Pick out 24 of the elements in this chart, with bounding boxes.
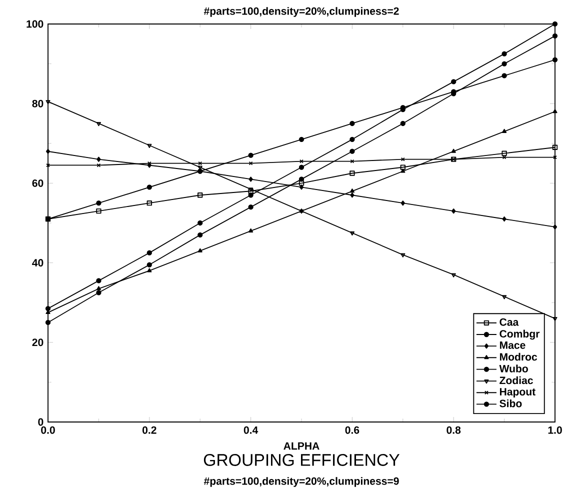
legend-label: Hapout — [500, 388, 536, 398]
legend-label: Caa — [500, 318, 519, 326]
y-tick-label: 60 — [32, 179, 44, 187]
legend-label: Combgr — [500, 330, 540, 340]
legend-label: Wubo — [499, 364, 528, 372]
x-axis-title: ALPHA — [284, 442, 320, 450]
legend-label: Mace — [500, 342, 526, 349]
y-tick-label: 20 — [32, 338, 44, 346]
y-tick-label: 40 — [32, 259, 44, 267]
y-tick-label: 80 — [32, 100, 44, 108]
x-tick-label: 0.6 — [345, 426, 360, 434]
legend-label: Modroc — [500, 352, 538, 361]
x-tick-label: 1.0 — [548, 426, 562, 434]
chart-title: #parts=100,density=20%,clumpiness=2 — [204, 7, 399, 17]
x-tick-label: 0.0 — [41, 426, 55, 434]
legend-label: Zodiac — [500, 376, 533, 384]
x-tick-label: 0.2 — [142, 426, 156, 434]
x-tick-label: 0.4 — [244, 426, 258, 434]
text: #parts=100,density=20%,clumpiness=9 — [204, 477, 399, 487]
y-tick-label: 100 — [26, 20, 44, 28]
text: GROUPING EFFICIENCY — [204, 454, 400, 466]
y-tick-label: 0 — [38, 418, 44, 426]
x-tick-label: 0.8 — [446, 426, 461, 434]
legend-label: Sibo — [500, 399, 522, 408]
